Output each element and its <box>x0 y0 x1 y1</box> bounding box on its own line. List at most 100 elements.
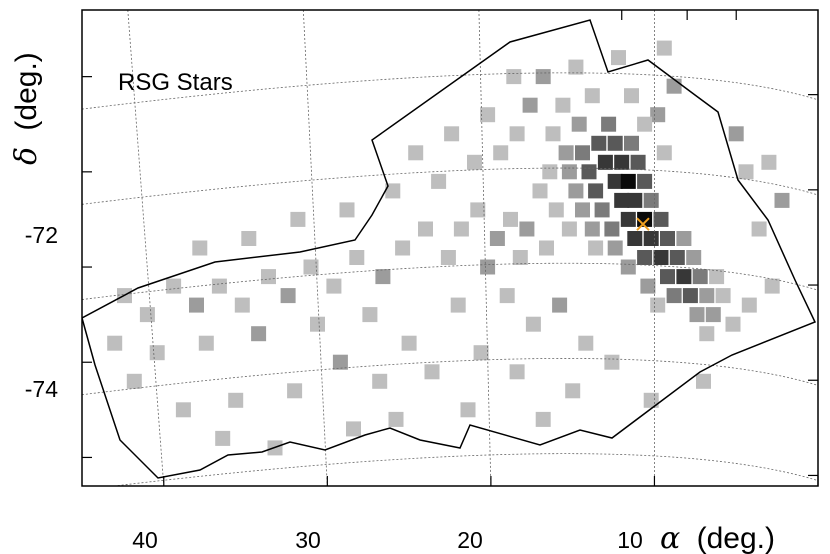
density-bin <box>215 430 231 446</box>
density-bin <box>578 335 594 351</box>
density-bin <box>650 297 666 313</box>
density-bin <box>575 145 590 161</box>
density-bin <box>489 231 505 246</box>
density-bin <box>653 250 669 265</box>
density-bin <box>565 383 581 399</box>
density-bin <box>594 202 610 218</box>
density-bin <box>548 202 564 218</box>
density-bin <box>715 288 731 304</box>
density-bin <box>509 126 525 142</box>
density-bin <box>699 288 715 304</box>
density-bin <box>424 364 440 380</box>
density-bin <box>349 250 365 265</box>
density-bin <box>509 364 525 380</box>
plot-frame <box>81 9 819 487</box>
density-bin <box>339 202 355 218</box>
density-bin <box>499 288 515 304</box>
y-axis-symbol: δ <box>9 147 44 165</box>
density-bin <box>467 154 482 170</box>
density-bin <box>303 259 319 275</box>
density-bin <box>512 250 528 265</box>
dec-grid-line <box>82 72 818 110</box>
survey-footprint <box>82 19 817 479</box>
marker-stroke <box>636 217 650 231</box>
axis-ticks <box>82 10 819 486</box>
density-bin <box>751 221 767 237</box>
density-bin <box>480 259 496 275</box>
density-bin <box>473 345 489 361</box>
density-bin <box>470 202 486 218</box>
density-bin <box>545 126 561 142</box>
density-bin <box>738 164 754 180</box>
density-bin <box>620 173 636 189</box>
density-bin <box>627 192 643 208</box>
dec-grid-line <box>82 167 818 205</box>
x-tick-label: 40 <box>132 527 158 553</box>
density-bin <box>401 335 417 351</box>
density-bin <box>375 269 391 285</box>
density-bin <box>211 278 227 294</box>
density-bin <box>310 316 325 332</box>
density-bin <box>614 154 630 170</box>
density-bin <box>450 297 466 313</box>
density-bin <box>395 240 411 256</box>
density-bin <box>480 107 496 123</box>
density-bin <box>166 278 182 294</box>
density-bin <box>519 221 535 237</box>
density-bin <box>774 192 790 208</box>
density-bin <box>326 278 342 294</box>
density-bin <box>346 421 361 437</box>
density-bin <box>607 240 623 256</box>
density-bin <box>535 69 551 85</box>
dec-grid-line <box>82 358 818 396</box>
density-bin <box>591 135 607 151</box>
density-bin <box>228 392 244 408</box>
x-axis-label: α (deg.) <box>660 521 775 554</box>
density-bin <box>689 307 705 323</box>
density-bin <box>418 221 433 237</box>
density-bin <box>388 411 404 427</box>
density-bin <box>251 326 267 342</box>
density-bin <box>290 211 306 227</box>
density-bin <box>568 183 584 199</box>
density-bin <box>241 231 257 246</box>
density-bin <box>332 354 348 370</box>
density-bin <box>725 316 741 332</box>
density-bin <box>453 221 469 237</box>
density-bin <box>525 316 541 332</box>
density-bin <box>640 278 656 294</box>
density-bin <box>597 154 613 170</box>
density-bin <box>669 250 685 265</box>
density-bin <box>630 154 646 170</box>
density-bin <box>287 383 303 399</box>
density-bin <box>637 250 653 265</box>
density-bin <box>372 373 388 389</box>
density-bin <box>261 269 276 285</box>
center-marker <box>636 217 650 231</box>
density-bin <box>175 402 191 418</box>
density-bin <box>699 326 715 342</box>
density-bin <box>539 240 554 256</box>
dec-grid-line <box>82 262 818 300</box>
density-bin <box>198 335 214 351</box>
density-bin <box>601 116 617 132</box>
density-bin <box>666 78 682 94</box>
density-bin <box>676 269 692 285</box>
density-bin <box>692 269 708 285</box>
density-bin <box>506 69 522 85</box>
density-bin <box>584 88 600 104</box>
density-bin <box>620 211 636 227</box>
density-bin <box>728 126 744 142</box>
density-bin <box>660 231 675 246</box>
density-bin <box>503 211 518 227</box>
density-bin <box>614 192 630 208</box>
density-bin <box>149 345 165 361</box>
density-bin <box>676 231 692 246</box>
density-bin <box>604 221 620 237</box>
y-tick-label: -72 <box>25 222 58 248</box>
density-bin <box>764 278 780 294</box>
dec-grid-line <box>111 453 818 486</box>
density-bin <box>637 116 653 132</box>
density-bin <box>107 335 123 351</box>
